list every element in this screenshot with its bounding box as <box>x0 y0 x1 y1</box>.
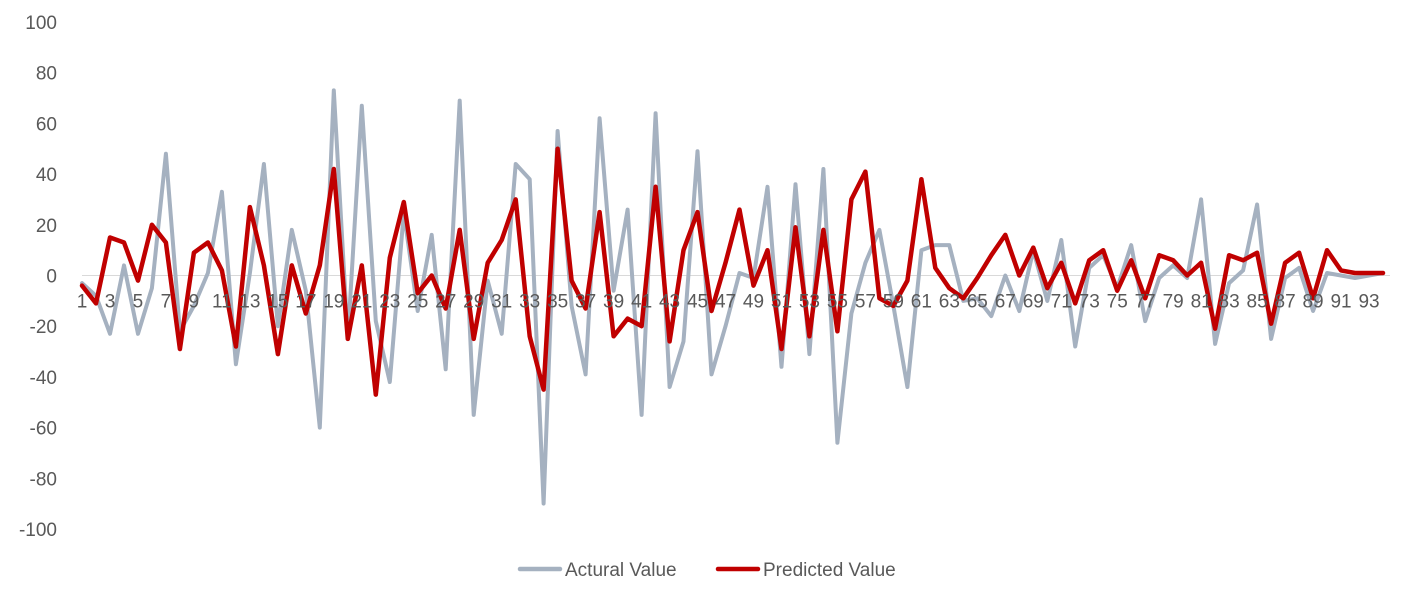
y-tick-label: 0 <box>46 267 57 288</box>
x-tick-label: 71 <box>1051 292 1072 313</box>
x-tick-label: 17 <box>295 292 316 313</box>
x-tick-label: 51 <box>771 292 792 313</box>
x-tick-label: 15 <box>267 292 288 313</box>
x-tick-label: 25 <box>407 292 428 313</box>
x-tick-label: 93 <box>1358 292 1379 313</box>
x-tick-label: 3 <box>105 292 116 313</box>
x-tick-label: 89 <box>1302 292 1323 313</box>
x-tick-label: 29 <box>463 292 484 313</box>
x-tick-label: 27 <box>435 292 456 313</box>
x-tick-label: 43 <box>659 292 680 313</box>
x-tick-label: 77 <box>1135 292 1156 313</box>
x-tick-label: 59 <box>883 292 904 313</box>
x-tick-label: 39 <box>603 292 624 313</box>
y-tick-label: -20 <box>30 317 57 338</box>
x-tick-label: 73 <box>1079 292 1100 313</box>
y-axis-labels: 100 80 60 40 20 0 -20 -40 -60 -80 -100 <box>19 13 57 541</box>
y-tick-label: 60 <box>36 114 57 135</box>
x-tick-label: 79 <box>1163 292 1184 313</box>
series-layer <box>79 88 1386 506</box>
series-line-predicted-value <box>79 146 1386 397</box>
y-tick-label: 80 <box>36 64 57 85</box>
legend: Actural Value Predicted Value <box>517 560 896 581</box>
x-tick-label: 61 <box>911 292 932 313</box>
x-tick-label: 75 <box>1107 292 1128 313</box>
x-tick-label: 37 <box>575 292 596 313</box>
x-tick-label: 57 <box>855 292 876 313</box>
y-tick-label: 20 <box>36 216 57 237</box>
x-tick-label: 87 <box>1275 292 1296 313</box>
x-tick-label: 7 <box>161 292 172 313</box>
x-tick-label: 35 <box>547 292 568 313</box>
x-tick-label: 31 <box>491 292 512 313</box>
x-tick-label: 53 <box>799 292 820 313</box>
x-tick-label: 1 <box>77 292 88 313</box>
legend-label: Predicted Value <box>763 560 896 581</box>
x-tick-label: 67 <box>995 292 1016 313</box>
legend-label: Actural Value <box>565 560 677 581</box>
y-tick-label: 100 <box>25 13 57 34</box>
x-tick-label: 9 <box>189 292 200 313</box>
x-tick-label: 19 <box>323 292 344 313</box>
x-tick-label: 83 <box>1219 292 1240 313</box>
y-tick-label: -80 <box>30 469 57 490</box>
x-tick-label: 33 <box>519 292 540 313</box>
y-tick-label: -40 <box>30 368 57 389</box>
x-tick-label: 45 <box>687 292 708 313</box>
x-tick-label: 91 <box>1330 292 1351 313</box>
x-tick-label: 81 <box>1191 292 1212 313</box>
x-tick-label: 5 <box>133 292 144 313</box>
x-tick-label: 23 <box>379 292 400 313</box>
y-tick-label: -60 <box>30 419 57 440</box>
x-tick-label: 65 <box>967 292 988 313</box>
y-tick-label: -100 <box>19 520 57 541</box>
y-tick-label: 40 <box>36 165 57 186</box>
x-tick-label: 21 <box>351 292 372 313</box>
x-tick-label: 85 <box>1247 292 1268 313</box>
x-tick-label: 63 <box>939 292 960 313</box>
x-tick-label: 13 <box>239 292 260 313</box>
x-tick-label: 47 <box>715 292 736 313</box>
x-tick-label: 41 <box>631 292 652 313</box>
x-tick-label: 11 <box>212 292 232 313</box>
x-tick-label: 69 <box>1023 292 1044 313</box>
x-tick-label: 49 <box>743 292 764 313</box>
series-line-actural-value <box>80 88 1385 506</box>
x-axis-labels: 1 3 5 7 9 11 13 15 17 19 21 23 25 27 29 31 33 35 37 39 41 43 4… <box>77 292 1380 313</box>
x-tick-label: 55 <box>827 292 848 313</box>
